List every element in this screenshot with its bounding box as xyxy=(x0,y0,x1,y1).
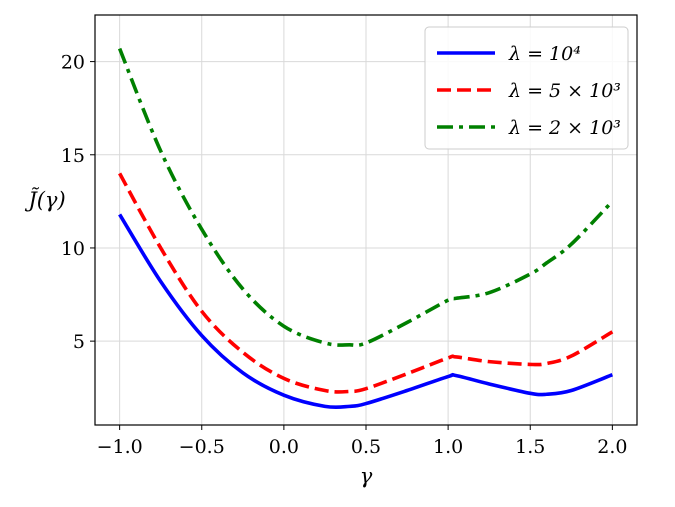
y-tick-label: 15 xyxy=(61,145,85,167)
x-tick-label: −0.5 xyxy=(179,436,225,458)
x-tick-label: 1.5 xyxy=(515,436,545,458)
y-tick-label: 10 xyxy=(61,238,85,260)
series-line-3 xyxy=(117,47,614,348)
legend: λ = 10⁴ λ = 5 × 10³ λ = 2 × 10³ xyxy=(424,26,629,150)
y-tick-label: 20 xyxy=(61,52,85,74)
x-tick-label: 1.0 xyxy=(433,436,463,458)
axis-ticks: −1.0 −0.5 0.0 0.5 1.0 1.5 2.0 5 10 15 20 xyxy=(61,52,628,458)
series-line-1 xyxy=(118,213,614,410)
legend-label-3: λ = 2 × 10³ xyxy=(508,117,621,139)
x-tick-label: 0.0 xyxy=(269,436,299,458)
y-axis-label: J̃(γ) xyxy=(24,188,65,212)
x-tick-label: 0.5 xyxy=(351,436,381,458)
x-tick-label: 2.0 xyxy=(597,436,627,458)
legend-box xyxy=(424,26,629,150)
y-tick-label: 5 xyxy=(73,331,85,353)
x-tick-label: −1.0 xyxy=(97,436,143,458)
legend-label-1: λ = 10⁴ xyxy=(508,43,581,65)
series-line-2 xyxy=(118,172,614,394)
series-lines xyxy=(117,47,614,410)
legend-label-2: λ = 5 × 10³ xyxy=(508,80,621,102)
x-axis-label: γ xyxy=(360,464,373,488)
